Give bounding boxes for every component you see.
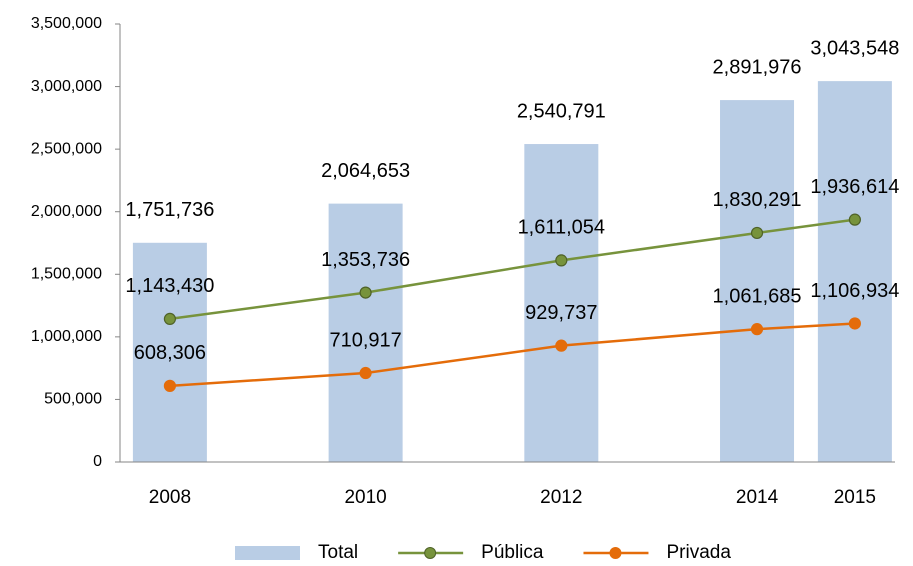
marker (848, 213, 861, 226)
data-label: 1,143,430 (125, 275, 214, 297)
marker (163, 312, 177, 326)
marker (359, 366, 372, 380)
data-label: 608,306 (134, 342, 206, 364)
y-tick-label: 3,500,000 (31, 15, 102, 32)
y-tick-label: 1,500,000 (31, 266, 102, 283)
bar (817, 81, 892, 462)
legend-label: Privada (666, 542, 731, 563)
legend-label: Total (318, 542, 358, 563)
y-tick-label: 3,000,000 (31, 78, 102, 95)
data-label: 710,917 (329, 329, 401, 351)
x-tick-label: 2008 (149, 487, 191, 508)
marker (555, 254, 568, 267)
y-tick-label: 2,500,000 (31, 140, 102, 157)
data-label: 2,540,791 (517, 100, 606, 122)
data-label: 2,891,976 (713, 56, 802, 78)
data-label: 1,061,685 (713, 285, 802, 307)
bar (524, 144, 599, 463)
y-tick-label: 500,000 (44, 391, 102, 408)
marker (163, 379, 177, 392)
x-tick-label: 2015 (834, 487, 876, 508)
x-tick-label: 2012 (540, 487, 582, 508)
data-label: 929,737 (525, 302, 597, 324)
y-tick-label: 2,000,000 (31, 203, 102, 220)
bar (132, 242, 207, 462)
data-label: 1,936,614 (810, 176, 899, 198)
legend-marker (424, 547, 437, 559)
legend-marker (609, 547, 622, 559)
data-label: 1,611,054 (518, 217, 606, 239)
marker (750, 323, 764, 336)
bar (328, 203, 403, 463)
y-tick-label: 0 (93, 453, 102, 470)
y-tick-label: 1,000,000 (31, 328, 102, 345)
legend-swatch (235, 546, 300, 560)
data-label: 1,106,934 (810, 280, 899, 302)
data-label: 3,043,548 (810, 37, 899, 59)
bar (720, 100, 795, 463)
data-label: 1,751,736 (125, 199, 214, 221)
marker (848, 317, 861, 330)
data-label: 1,830,291 (713, 189, 802, 211)
x-tick-label: 2014 (736, 487, 779, 508)
marker (359, 286, 372, 299)
marker (750, 226, 764, 240)
legend-label: Pública (481, 542, 544, 563)
data-label: 2,064,653 (321, 160, 410, 182)
data-label: 1,353,736 (321, 249, 410, 271)
x-tick-label: 2010 (344, 487, 386, 508)
marker (555, 339, 568, 352)
